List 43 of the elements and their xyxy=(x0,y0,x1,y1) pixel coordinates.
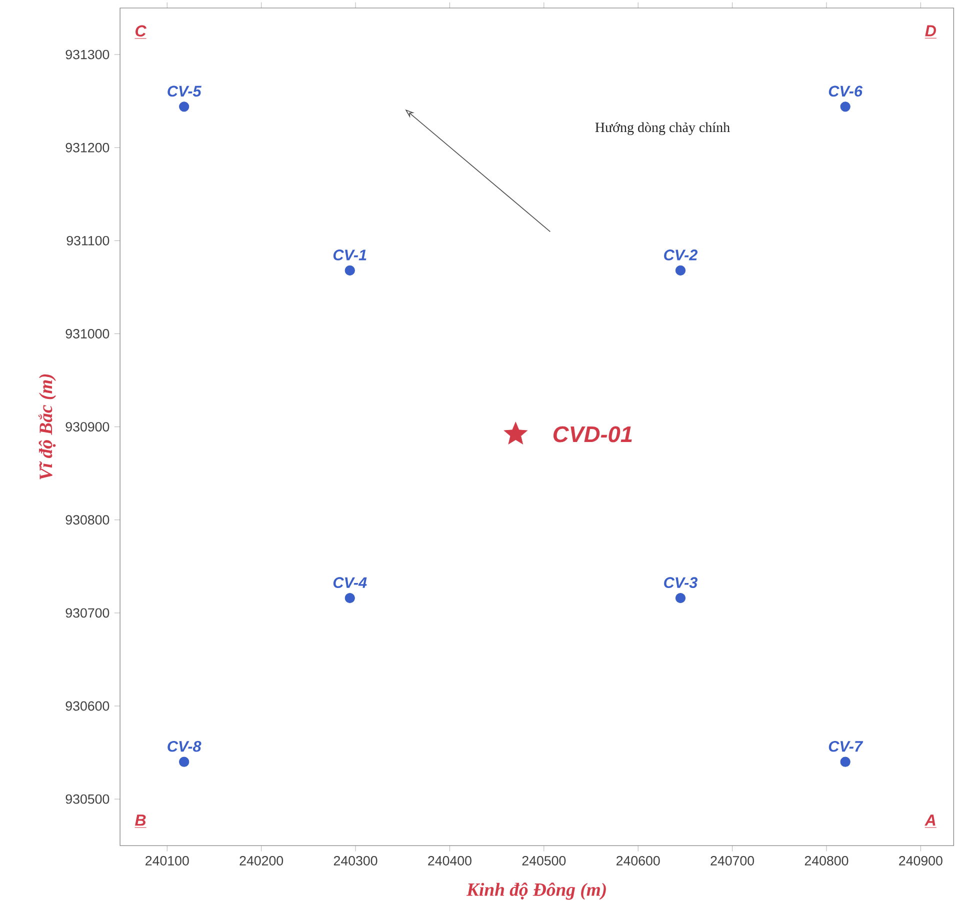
y-tick-label: 930600 xyxy=(66,701,110,711)
point xyxy=(179,756,190,768)
series-label: CVD-01 xyxy=(553,426,632,442)
x-tick-label: 240600 xyxy=(616,856,660,866)
y-tick-label: 930700 xyxy=(66,608,110,618)
y-tick-label: 930800 xyxy=(66,515,110,525)
series-label: CV-5 xyxy=(168,86,202,97)
x-tick-label: 240800 xyxy=(804,856,848,866)
series-label: CV-1 xyxy=(333,250,366,261)
x-tick-label: 240300 xyxy=(334,856,378,866)
y-tick-label: 931300 xyxy=(66,50,110,60)
series-label: CV-2 xyxy=(664,250,698,261)
x-tick-label: 240900 xyxy=(899,856,942,866)
point xyxy=(675,266,686,276)
x-tick-label: 240100 xyxy=(146,856,189,866)
series-label: CV-6 xyxy=(828,86,863,97)
x-tick-label: 240400 xyxy=(428,856,472,866)
point xyxy=(344,593,355,604)
x-tick-label: 240200 xyxy=(240,856,284,866)
point xyxy=(840,756,850,768)
annotation: C xyxy=(136,25,146,37)
y-tick-label: 930900 xyxy=(66,422,110,432)
series-label: CV-7 xyxy=(828,741,864,752)
annotation: A xyxy=(924,814,936,826)
annotation: Hướng dòng chảy chính xyxy=(595,122,730,136)
y-axis-title: Vĩ độ Bắc (m) xyxy=(38,374,56,480)
y-tick-label: 930500 xyxy=(66,794,110,804)
annotation: D xyxy=(925,25,936,36)
point xyxy=(179,102,190,112)
x-tick-label: 240500 xyxy=(522,856,566,866)
series-label: CV-8 xyxy=(168,741,202,752)
annotation: B xyxy=(135,814,146,826)
point xyxy=(344,266,355,276)
point xyxy=(675,593,686,604)
x-tick-label: 240700 xyxy=(710,856,754,866)
series-label: CV-4 xyxy=(333,577,367,588)
series-label: CV-3 xyxy=(664,577,698,588)
y-tick-label: 931200 xyxy=(66,143,110,152)
y-tick-label: 931100 xyxy=(66,236,110,246)
x-axis-title: Kinh độ Đông (m) xyxy=(466,882,606,900)
point xyxy=(840,102,850,112)
point xyxy=(504,422,528,444)
y-tick-label: 931000 xyxy=(66,329,110,339)
